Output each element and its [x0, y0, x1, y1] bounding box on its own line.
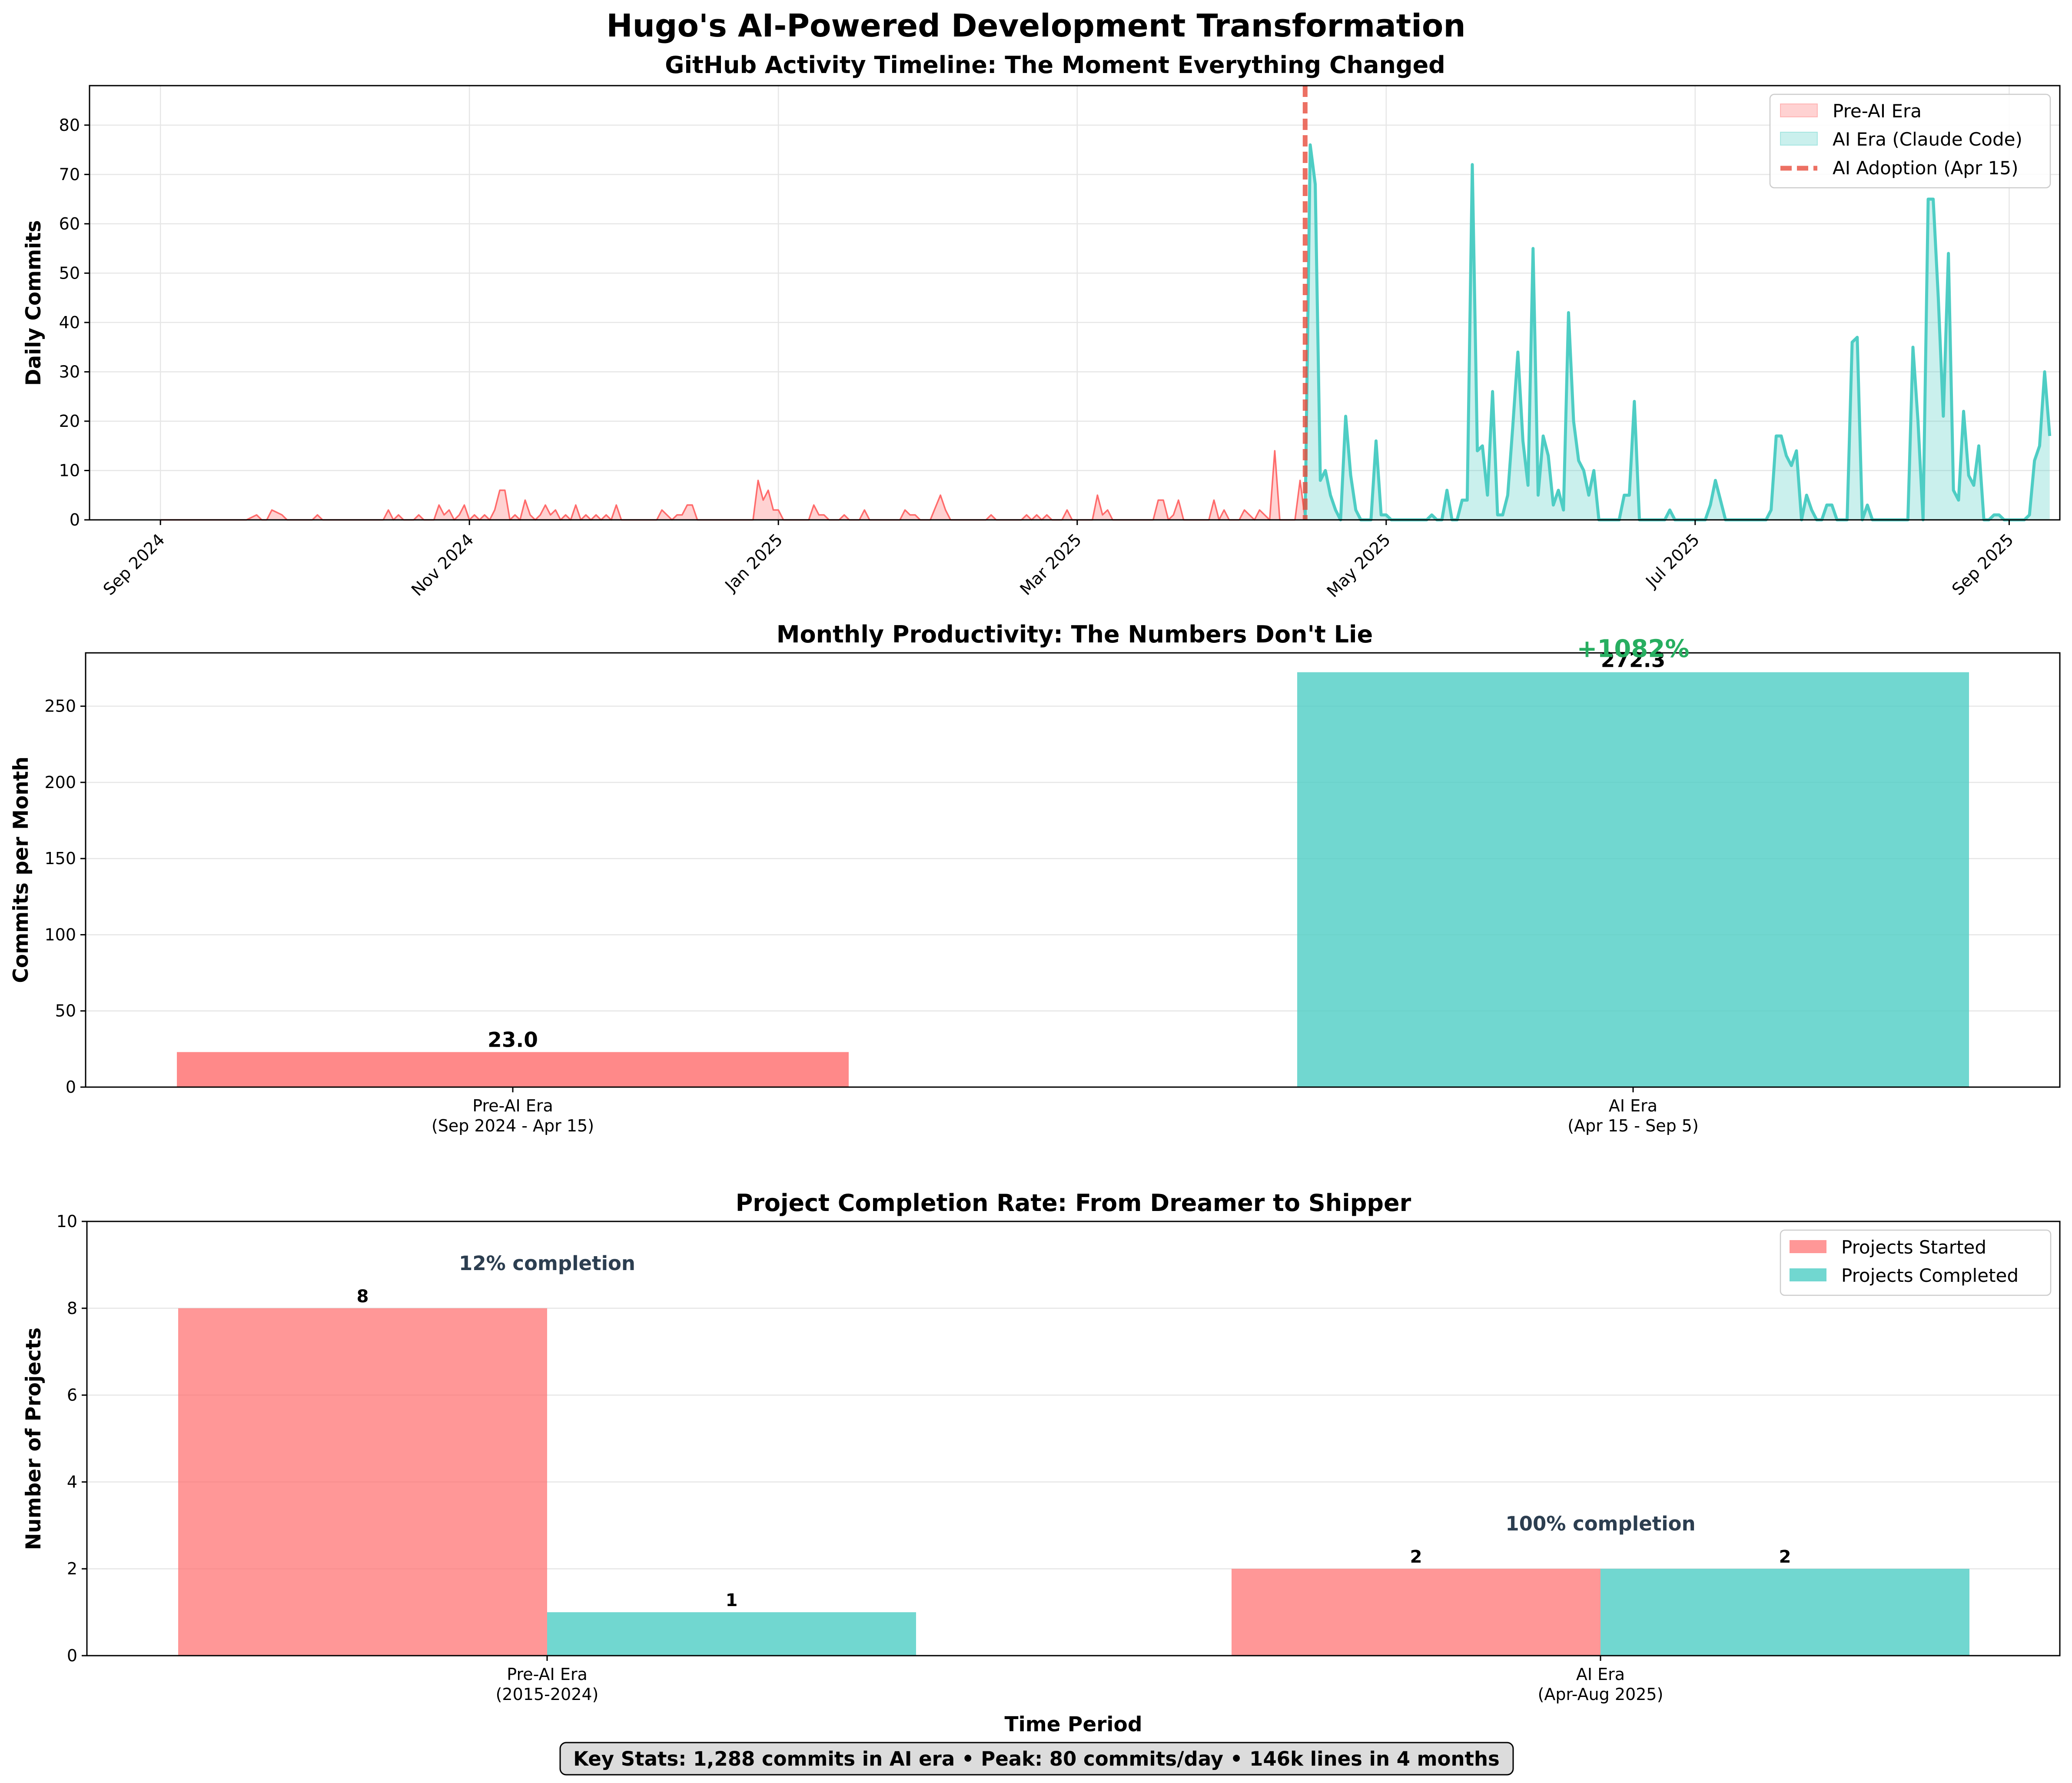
legend-label-started: Projects Started: [1841, 1237, 1986, 1258]
projects-panel: Project Completion Rate: From Dreamer to…: [22, 1189, 2061, 1736]
timeline-y-tick-label: 50: [59, 263, 80, 283]
legend-label-adoption: AI Adoption (Apr 15): [1833, 157, 2019, 179]
projects-bar-completed: [547, 1612, 916, 1656]
timeline-y-tick-label: 60: [59, 214, 80, 233]
timeline-y-tick-label: 70: [59, 165, 80, 184]
timeline-y-axis: 0 10 20 30 40 50 60 70 80: [59, 116, 90, 529]
projects-y-axis-label: Number of Projects: [22, 1327, 46, 1550]
legend-swatch-completed: [1790, 1268, 1826, 1281]
figure-title: Hugo's AI-Powered Development Transforma…: [606, 7, 1465, 44]
projects-y-axis: 0 2 4 6 8 10: [56, 1212, 87, 1665]
monthly-category-label: AI Era (Apr 15 - Sep 5): [1567, 1096, 1699, 1135]
timeline-panel: GitHub Activity Timeline: The Moment Eve…: [22, 51, 2061, 601]
growth-percentage-label: +1082%: [1577, 635, 1690, 663]
projects-y-tick-label: 10: [56, 1212, 77, 1231]
projects-x-axis-label: Time Period: [1005, 1713, 1142, 1736]
monthly-panel: Monthly Productivity: The Numbers Don't …: [9, 621, 2061, 1135]
projects-bar-completed: [1600, 1569, 1969, 1656]
key-stats-text: Key Stats: 1,288 commits in AI era • Pea…: [573, 1747, 1500, 1770]
legend-label-completed: Projects Completed: [1841, 1265, 2019, 1286]
projects-y-tick-label: 4: [67, 1472, 77, 1491]
projects-value-labels: 8 1 12% completion 2 2 100% completion: [357, 1252, 1791, 1610]
monthly-bar-ai: [1297, 672, 1969, 1087]
completion-rate-annotation: 12% completion: [459, 1252, 635, 1275]
monthly-y-tick-label: 150: [44, 849, 76, 868]
monthly-title: Monthly Productivity: The Numbers Don't …: [777, 621, 1373, 648]
timeline-x-tick-label: Nov 2024: [408, 530, 477, 599]
monthly-x-axis: Pre-AI Era (Sep 2024 - Apr 15) AI Era (Apr …: [432, 1087, 1699, 1135]
monthly-frame: [85, 652, 2061, 1088]
timeline-y-tick-label: 20: [59, 412, 80, 431]
timeline-area-pre-ai: [160, 451, 1305, 520]
monthly-bar-pre-ai: [177, 1052, 849, 1087]
monthly-value-labels: 23.0 272.3+1082%: [488, 635, 1689, 1052]
completion-rate-annotation: 100% completion: [1505, 1512, 1695, 1535]
timeline-x-tick-label: Sep 2024: [100, 530, 169, 599]
monthly-bar-value-label: 23.0: [488, 1028, 538, 1052]
projects-plot-area: [178, 1308, 1969, 1656]
key-stats-box: Key Stats: 1,288 commits in AI era • Pea…: [559, 1742, 1514, 1776]
monthly-y-tick-label: 50: [55, 1001, 76, 1021]
legend-swatch-started: [1790, 1240, 1826, 1253]
timeline-grid: [90, 86, 2060, 521]
projects-bar-started: [1232, 1569, 1600, 1656]
monthly-y-axis: 0 50 100 150 200 250: [44, 697, 86, 1097]
monthly-plot-area: [177, 672, 1969, 1087]
timeline-y-tick-label: 10: [59, 461, 80, 480]
projects-category-label: Pre-AI Era (2015-2024): [496, 1665, 599, 1704]
timeline-x-tick-label: Sep 2025: [1948, 530, 2017, 599]
timeline-y-tick-label: 80: [59, 116, 80, 135]
legend-label-ai: AI Era (Claude Code): [1833, 129, 2022, 150]
projects-y-tick-label: 6: [67, 1386, 77, 1405]
timeline-area-ai: [1305, 145, 2050, 520]
timeline-x-tick-label: Mar 2025: [1016, 530, 1085, 599]
projects-x-axis: Pre-AI Era (2015-2024) AI Era (Apr-Aug 2025…: [496, 1656, 1664, 1704]
projects-title: Project Completion Rate: From Dreamer to…: [736, 1189, 1411, 1217]
projects-bar-value-label: 8: [357, 1287, 369, 1307]
timeline-x-tick-label: Jan 2025: [721, 530, 787, 595]
projects-category-label: AI Era (Apr-Aug 2025): [1538, 1665, 1664, 1704]
monthly-y-tick-label: 250: [44, 697, 76, 716]
timeline-frame: [89, 85, 2061, 521]
timeline-legend: Pre-AI Era AI Era (Claude Code) AI Adopt…: [1769, 93, 2051, 189]
timeline-y-tick-label: 30: [59, 362, 80, 381]
projects-bar-value-label: 2: [1410, 1547, 1422, 1567]
monthly-category-label: Pre-AI Era (Sep 2024 - Apr 15): [432, 1096, 594, 1135]
monthly-y-tick-label: 100: [44, 925, 76, 944]
legend-swatch-pre-ai: [1780, 103, 1818, 117]
projects-bar-value-label: 2: [1779, 1547, 1791, 1567]
legend-label-pre-ai: Pre-AI Era: [1833, 100, 1922, 122]
timeline-x-tick-label: Jul 2025: [1641, 530, 1703, 592]
legend-swatch-ai: [1780, 132, 1818, 146]
projects-y-tick-label: 0: [67, 1646, 77, 1665]
projects-legend: Projects Started Projects Completed: [1780, 1229, 2052, 1296]
timeline-y-tick-label: 40: [59, 313, 80, 332]
timeline-y-tick-label: 0: [70, 510, 80, 529]
projects-y-tick-label: 8: [67, 1299, 77, 1318]
monthly-bar-value-label: 272.3: [1601, 649, 1666, 672]
monthly-y-axis-label: Commits per Month: [9, 756, 33, 983]
monthly-y-tick-label: 200: [44, 773, 76, 792]
timeline-line-pre-ai: [160, 450, 1306, 521]
timeline-plot-area: [160, 86, 2052, 522]
monthly-y-tick-label: 0: [66, 1078, 76, 1097]
projects-frame: [86, 1221, 2061, 1657]
timeline-x-tick-label: May 2025: [1323, 530, 1395, 601]
projects-bar-value-label: 1: [726, 1590, 738, 1610]
timeline-title: GitHub Activity Timeline: The Moment Eve…: [665, 51, 1445, 79]
timeline-x-axis: Sep 2024 Nov 2024 Jan 2025 Mar 2025 May 2025…: [100, 520, 2017, 601]
projects-y-tick-label: 2: [67, 1559, 77, 1578]
timeline-y-axis-label: Daily Commits: [22, 220, 46, 386]
projects-bar-started: [178, 1308, 547, 1656]
